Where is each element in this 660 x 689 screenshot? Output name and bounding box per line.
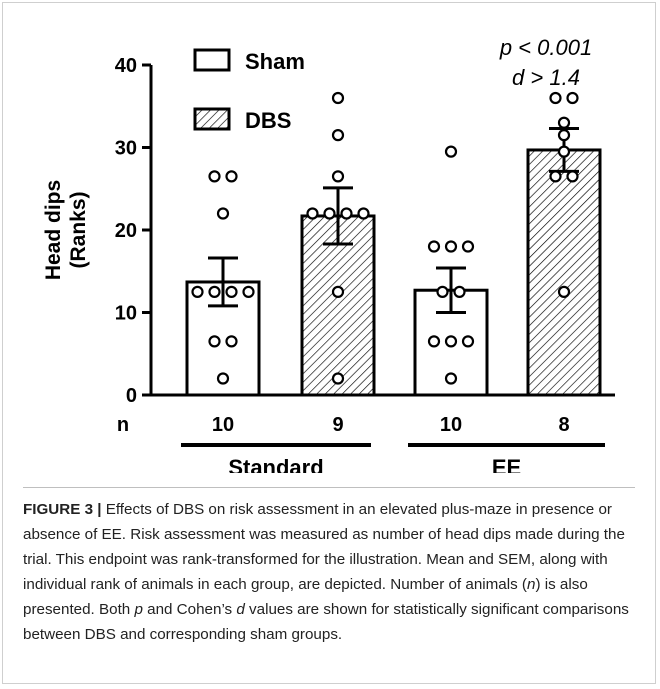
data-point	[340, 207, 353, 220]
data-point	[557, 285, 571, 298]
data-point	[557, 116, 571, 129]
n-value-label: 10	[212, 414, 234, 436]
caption-lead: FIGURE 3 |	[23, 501, 102, 518]
y-tick-label: 40	[115, 55, 137, 77]
caption-text-3: and Cohen’s	[142, 601, 237, 618]
data-point	[436, 285, 449, 298]
legend-swatch	[193, 107, 231, 131]
data-point	[331, 285, 345, 298]
y-tick-label: 30	[115, 138, 137, 160]
y-axis-title: Head dips	[42, 180, 65, 280]
data-point	[444, 335, 458, 348]
data-point	[323, 207, 336, 220]
caption-d-italic: d	[236, 601, 245, 618]
figure-caption: FIGURE 3 | Effects of DBS on risk assess…	[23, 497, 637, 647]
legend-swatch	[193, 48, 231, 72]
caption-n-italic: n	[526, 576, 536, 593]
caption-text-1: Effects of DBS on risk assessment in an …	[23, 501, 625, 593]
legend-label: Sham	[245, 49, 305, 74]
data-point	[208, 335, 221, 348]
data-point	[461, 335, 475, 348]
data-point	[453, 285, 466, 298]
data-point	[549, 170, 562, 183]
caption-text-2: ) is also presented. Both	[23, 576, 588, 618]
n-value-label: 10	[440, 414, 462, 436]
data-point	[331, 372, 345, 385]
data-point	[357, 207, 370, 220]
group-label: Standard	[228, 455, 323, 473]
n-value-label: 9	[332, 414, 343, 436]
data-point	[566, 170, 579, 183]
group-label: EE	[492, 455, 521, 473]
significance-effect-size: d > 1.4	[512, 65, 580, 90]
caption-divider	[23, 487, 635, 488]
data-point	[461, 240, 475, 253]
data-point	[557, 129, 571, 142]
data-point	[549, 91, 562, 105]
y-axis-subtitle: (Ranks)	[67, 191, 90, 268]
data-point	[331, 91, 345, 105]
n-value-label: 8	[558, 414, 569, 436]
data-point	[225, 285, 238, 298]
data-point	[444, 372, 458, 385]
significance-p-value: p < 0.001	[499, 35, 592, 60]
data-point	[557, 145, 571, 158]
bar	[526, 148, 602, 397]
data-point	[208, 285, 221, 298]
data-point	[242, 285, 255, 298]
data-point	[444, 240, 458, 253]
legend-label: DBS	[245, 108, 291, 133]
data-point	[306, 207, 319, 220]
data-point	[427, 335, 441, 348]
caption-p-italic: p	[134, 601, 143, 618]
bar-chart: 0 10 20 30 40 Head dips (Ranks) 10 9 10 8 n Standard…	[42, 35, 615, 473]
data-point	[331, 129, 345, 142]
n-row-label: n	[117, 414, 129, 436]
y-tick-label: 0	[126, 385, 137, 407]
data-point	[225, 170, 238, 183]
y-tick-label: 10	[115, 303, 137, 325]
data-point	[216, 372, 230, 385]
data-point	[427, 240, 441, 253]
data-point	[225, 335, 238, 348]
data-point	[566, 91, 579, 105]
data-point	[216, 207, 230, 220]
y-tick-label: 20	[115, 220, 137, 242]
data-point	[331, 170, 345, 183]
data-point	[208, 170, 221, 183]
data-point	[191, 285, 204, 298]
caption-text-4: values are shown for statistically signi…	[23, 601, 629, 643]
data-point	[444, 145, 458, 158]
